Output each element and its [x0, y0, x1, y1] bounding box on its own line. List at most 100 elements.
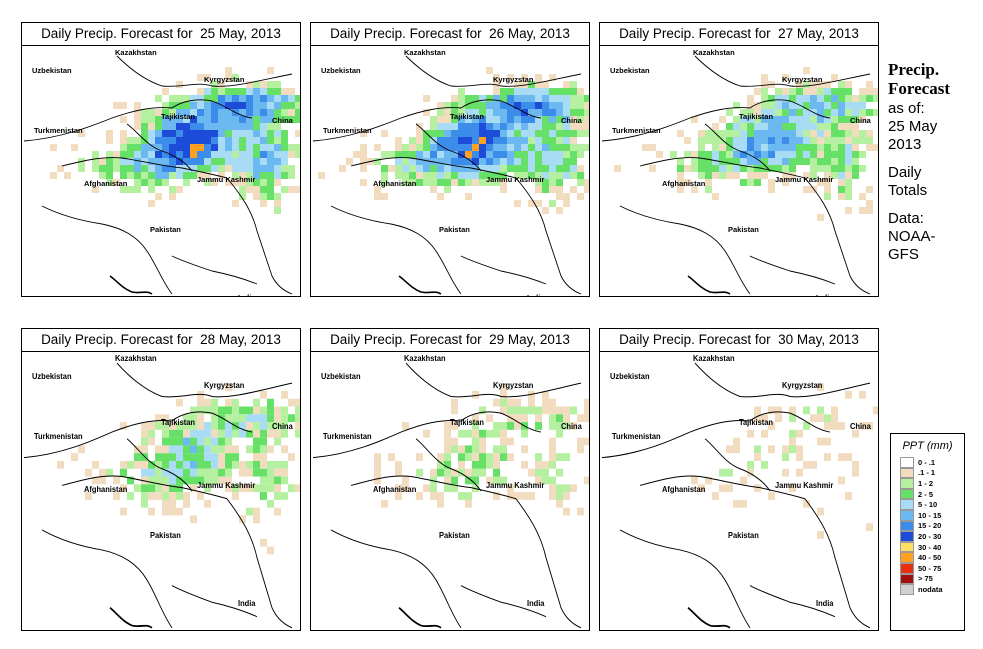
precip-cell	[204, 406, 211, 415]
border-line	[704, 438, 771, 492]
precip-cell	[761, 95, 768, 102]
precip-cell	[458, 468, 465, 477]
precip-cell	[563, 172, 570, 179]
precip-cell	[507, 151, 514, 158]
precip-cell	[556, 123, 563, 130]
precip-cell	[472, 390, 479, 399]
precip-cell	[726, 151, 733, 158]
precip-cell	[232, 137, 239, 144]
precip-cell	[761, 102, 768, 109]
precip-cell	[134, 116, 141, 123]
precip-cell	[402, 476, 409, 485]
precip-cell	[549, 406, 556, 415]
precip-cell	[493, 130, 500, 137]
precip-cell	[92, 165, 99, 172]
precip-cell	[120, 158, 127, 165]
precip-cell	[395, 484, 402, 493]
precip-cell	[500, 390, 507, 399]
precip-cell	[817, 165, 824, 172]
precip-cell	[479, 445, 486, 454]
precip-cell	[176, 123, 183, 130]
precip-cell	[479, 144, 486, 151]
precip-cell	[430, 172, 437, 179]
precip-cell	[246, 102, 253, 109]
precip-cell	[232, 144, 239, 151]
border-line	[312, 107, 462, 142]
precip-cell	[148, 476, 155, 485]
precip-cell	[218, 109, 225, 116]
precip-cell	[733, 102, 740, 109]
precip-cell	[747, 102, 754, 109]
precip-cell	[817, 406, 824, 415]
precip-cell	[691, 116, 698, 123]
precip-cell	[775, 158, 782, 165]
precip-cell	[444, 172, 451, 179]
legend-label: nodata	[918, 584, 943, 594]
precip-cell	[493, 492, 500, 500]
precip-cell	[556, 207, 563, 214]
precip-cell	[859, 130, 866, 137]
precip-cell	[176, 422, 183, 430]
border-line	[460, 585, 547, 618]
precip-cell	[381, 130, 388, 137]
map-label-pakistan: Pakistan	[728, 531, 759, 540]
legend-swatch	[900, 467, 914, 479]
precip-cell	[204, 116, 211, 123]
precip-cell	[705, 130, 712, 137]
precip-cell	[472, 414, 479, 423]
precip-cell	[775, 130, 782, 137]
border-line	[415, 438, 482, 492]
precip-cell	[521, 95, 528, 102]
map-label-uzbekistan: Uzbekistan	[321, 66, 361, 75]
precip-cell	[542, 130, 549, 137]
precip-cell	[824, 437, 831, 446]
precip-cell	[556, 499, 563, 508]
precip-cell	[141, 437, 148, 446]
precip-cell	[817, 88, 824, 95]
precip-cell	[437, 165, 444, 172]
precip-cell	[549, 165, 556, 172]
precip-cell	[402, 165, 409, 172]
precip-cell	[444, 468, 451, 477]
precip-cell	[211, 102, 218, 109]
precip-cell	[239, 151, 246, 158]
panel-title: Daily Precip. Forecast for 28 May, 2013	[22, 329, 300, 352]
precip-cell	[570, 81, 577, 88]
precip-cell	[64, 172, 71, 179]
precip-cell	[775, 88, 782, 95]
precip-cell	[507, 116, 514, 123]
precip-cell	[782, 109, 789, 116]
precip-cell	[141, 499, 148, 508]
precip-cell	[155, 453, 162, 461]
precip-cell	[528, 137, 535, 144]
precip-cell	[92, 186, 99, 193]
precip-cell	[423, 137, 430, 144]
precip-cell	[211, 81, 218, 88]
precip-cell	[92, 158, 99, 165]
precip-cell	[817, 116, 824, 123]
precip-cell	[162, 123, 169, 130]
map-label-turkmenistan: Turkmenistan	[612, 432, 661, 441]
precip-cell	[232, 74, 239, 81]
precip-cell	[204, 468, 211, 477]
precip-cell	[747, 179, 754, 186]
precip-cell	[733, 137, 740, 144]
precip-cell	[514, 95, 521, 102]
precip-cell	[838, 88, 845, 95]
precip-cell	[726, 137, 733, 144]
precip-cell	[197, 95, 204, 102]
precip-cell	[416, 172, 423, 179]
precip-cell	[521, 165, 528, 172]
precip-cell	[430, 468, 437, 477]
precip-cell	[155, 445, 162, 454]
precip-cell	[274, 507, 281, 516]
precip-cell	[451, 406, 458, 415]
precip-cell	[859, 102, 866, 109]
precip-cell	[479, 406, 486, 415]
precip-cell	[845, 144, 852, 151]
precip-cell	[169, 151, 176, 158]
precip-cell	[528, 200, 535, 207]
precip-cell	[824, 172, 831, 179]
precip-cell	[556, 109, 563, 116]
precip-cell	[486, 453, 493, 461]
